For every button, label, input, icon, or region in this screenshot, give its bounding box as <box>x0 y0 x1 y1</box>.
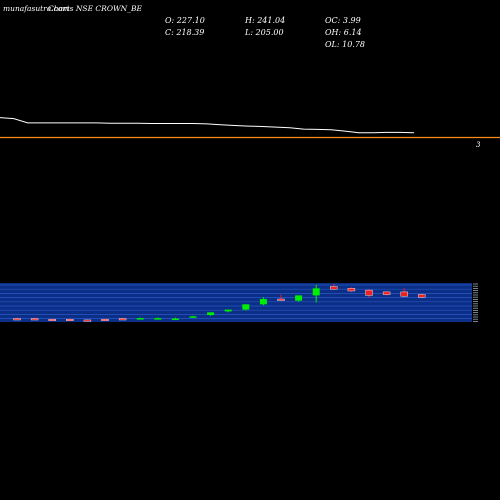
candle-body <box>295 295 303 301</box>
candle-body <box>83 319 92 322</box>
low-value: L: 205.00 <box>245 28 284 37</box>
oc-value: OC: 3.99 <box>325 16 361 25</box>
axis-label: 3 <box>476 141 481 149</box>
candle-body <box>171 318 179 320</box>
candle-body <box>277 298 285 301</box>
candle-body <box>224 309 232 312</box>
open-value: O: 227.10 <box>165 16 205 25</box>
chart-title: Charts NSE CROWN_BE <box>48 4 142 13</box>
candle-body <box>330 286 338 290</box>
chart-source: munafasutra.com <box>3 4 70 13</box>
candle-body <box>242 304 250 310</box>
candle-body <box>154 318 162 320</box>
candle-body <box>400 291 408 297</box>
ol-value: OL: 10.78 <box>325 40 366 49</box>
close-value: C: 218.39 <box>165 28 205 37</box>
oh-value: OH: 6.14 <box>325 28 362 37</box>
candle-body <box>312 288 320 296</box>
candle-body <box>66 319 74 321</box>
candle-body <box>365 289 373 296</box>
candle-body <box>13 318 21 321</box>
candle-body <box>136 318 144 320</box>
candle-body <box>418 294 426 298</box>
high-value: H: 241.04 <box>245 16 286 25</box>
price-line <box>0 117 415 134</box>
candle-body <box>382 291 391 295</box>
candle-body <box>207 312 215 315</box>
candle-body <box>189 316 197 318</box>
candle-body <box>347 288 356 292</box>
candle-body <box>118 318 127 321</box>
candle-body <box>101 319 109 321</box>
candle-body <box>30 318 39 321</box>
candle-body <box>259 299 267 305</box>
candle-body <box>48 319 56 321</box>
